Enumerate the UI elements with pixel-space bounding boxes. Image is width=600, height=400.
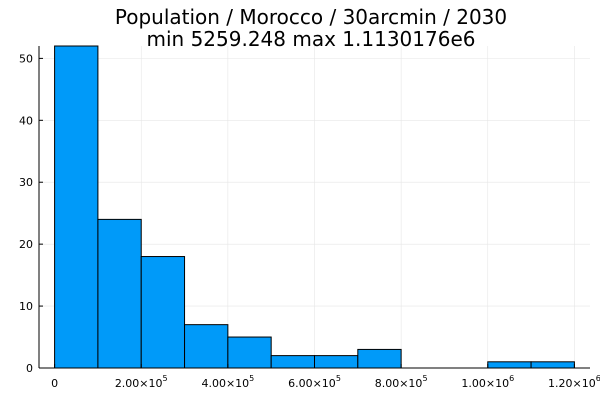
chart-subtitle: min 5259.248 max 1.1130176e6 (147, 27, 476, 51)
x-tick-label: 0 (51, 377, 58, 390)
bars-layer (54, 45, 575, 369)
histogram-bar (487, 361, 532, 369)
x-tick-label: 6.00×105 (288, 374, 341, 390)
histogram-bar (357, 348, 402, 369)
x-tick-label: 2.00×105 (115, 374, 168, 390)
histogram-bar (227, 336, 272, 369)
histogram-bar (140, 256, 186, 369)
y-tick-label: 40 (19, 114, 33, 127)
chart-title: Population / Morocco / 30arcmin / 2030 (115, 5, 507, 29)
y-tick-label: 10 (19, 300, 33, 313)
y-tick-label: 0 (26, 362, 33, 375)
histogram-bar (530, 361, 575, 369)
grid-layer (39, 46, 590, 369)
histogram-bar (314, 355, 359, 369)
y-tick-label: 50 (19, 52, 33, 65)
ticks-layer: 0 2.00×105 4.00×105 6.00×105 8.00×105 1.00×10… (19, 52, 600, 390)
y-tick-label: 30 (19, 176, 33, 189)
histogram-bar (184, 324, 229, 369)
x-tick-label: 4.00×105 (201, 374, 254, 390)
x-tick-label: 1.00×106 (461, 374, 514, 390)
x-tick-label: 8.00×105 (375, 374, 428, 390)
histogram-bar (97, 218, 142, 369)
y-tick-label: 20 (19, 238, 33, 251)
x-tick-label: 1.20×106 (548, 374, 600, 390)
histogram-bar (270, 355, 316, 369)
histogram-bar (54, 45, 99, 369)
